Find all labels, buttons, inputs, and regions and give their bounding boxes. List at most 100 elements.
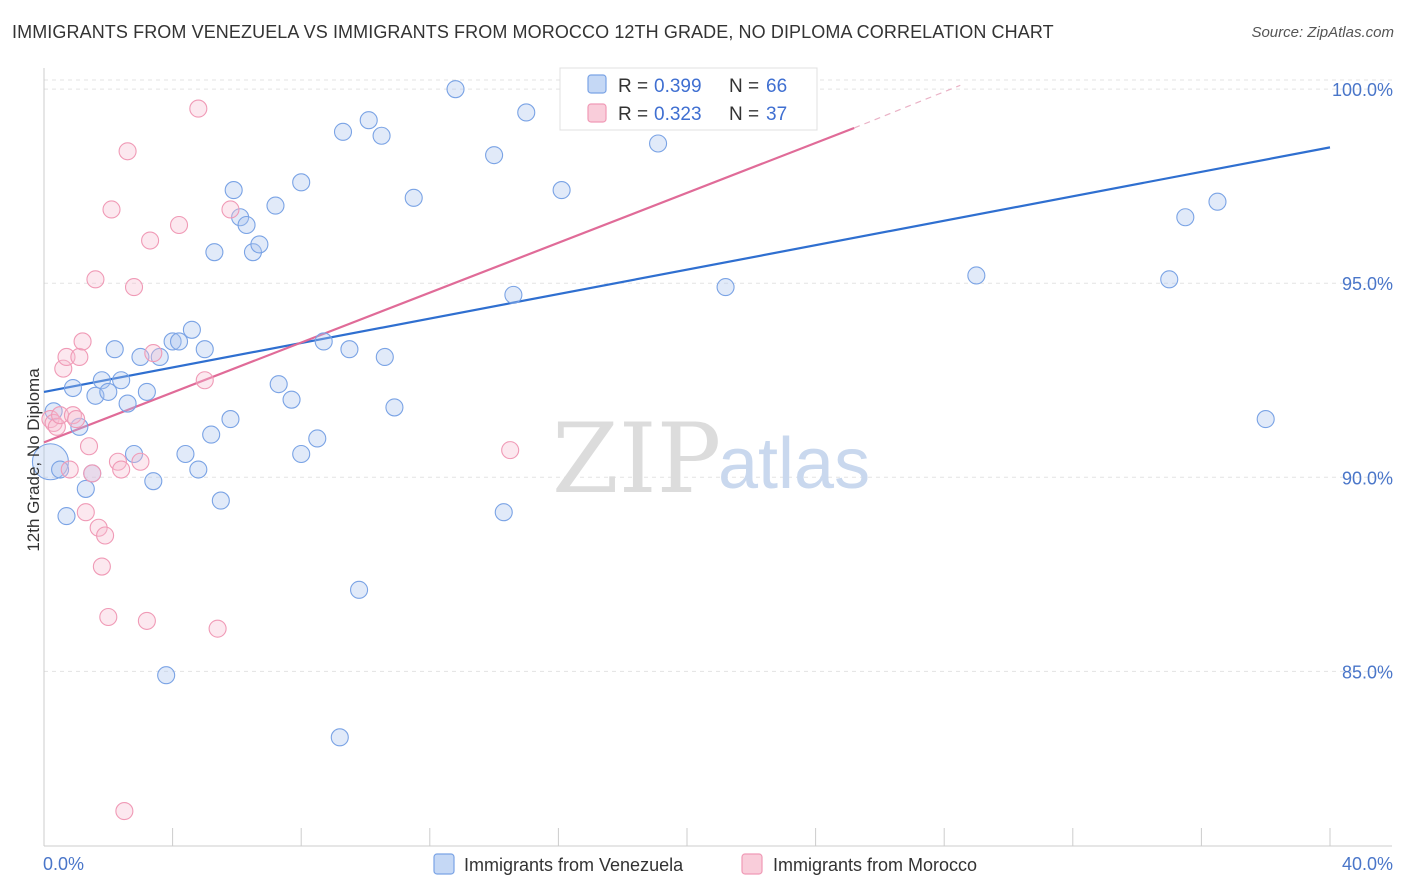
y-tick-label: 100.0% [1332,80,1393,100]
data-point-venezuela [517,103,536,122]
trend-line-venezuela-solid [43,146,1331,393]
legend-r-label-venezuela: R = [618,76,648,97]
bottom-legend-swatch-venezuela [433,853,455,875]
legend-swatch-venezuela [587,74,607,94]
watermark-zip: ZIP [552,403,721,515]
legend-r-label-morocco: R = [618,104,648,125]
data-point-venezuela [504,285,523,304]
data-point-morocco [221,200,240,219]
axes [43,68,1392,847]
data-point-venezuela [118,394,137,413]
data-point-venezuela [282,390,301,409]
trend-line-morocco-solid [43,126,855,444]
series-legend: Immigrants from Venezuela Immigrants fro… [433,853,977,875]
series-morocco [41,99,520,821]
data-point-morocco [83,464,102,483]
trend-line-morocco-dashed [853,84,961,129]
data-point-morocco [67,410,86,429]
data-point-morocco [57,347,76,367]
data-point-morocco [141,231,160,250]
data-point-morocco [195,371,214,390]
data-point-venezuela [385,398,404,417]
data-point-morocco [124,278,144,297]
data-point-venezuela [250,235,269,254]
stats-legend: R = 0.399 N = 66 R = 0.323 N = 37 [559,67,818,131]
watermark-atlas: atlas [718,424,870,504]
data-point-venezuela [375,347,394,367]
data-point-venezuela [92,371,111,390]
data-point-morocco [118,142,137,161]
data-point-venezuela [649,134,668,153]
data-point-morocco [208,619,227,638]
data-point-morocco [112,460,131,479]
legend-r-value-venezuela: 0.399 [654,76,702,97]
data-point-venezuela [967,266,986,285]
data-point-venezuela [195,340,214,359]
data-point-venezuela [237,215,256,235]
grid-lines [44,79,1392,672]
legend-n-value-morocco: 37 [766,104,787,125]
bottom-legend-swatch-morocco [741,853,763,875]
data-point-venezuela [308,429,327,448]
data-point-morocco [189,99,208,118]
data-point-venezuela [76,479,95,498]
y-tick-label: 85.0% [1342,662,1393,682]
data-point-venezuela [99,382,118,401]
data-point-morocco [79,437,99,456]
data-point-morocco [131,452,150,471]
legend-n-label-morocco: N = [729,104,759,125]
data-point-venezuela [221,410,240,429]
data-point-venezuela [224,181,243,200]
data-point-venezuela [51,460,70,479]
data-point-venezuela [330,728,349,747]
x-tick-label-min: 0.0% [43,854,84,874]
data-point-venezuela [372,126,391,145]
data-point-morocco [76,503,95,522]
data-point-morocco [92,557,111,576]
data-point-venezuela [169,332,189,351]
source-credit: Source: ZipAtlas.com [1251,24,1394,41]
data-point-venezuela [202,425,221,444]
data-point-venezuela [137,382,156,401]
data-point-morocco [60,460,79,479]
x-tick-label-max: 40.0% [1342,854,1393,874]
data-point-venezuela [552,181,571,200]
data-point-venezuela [292,173,311,192]
data-point-venezuela [269,375,288,394]
data-point-venezuela [182,320,201,339]
y-tick-label: 95.0% [1342,274,1393,294]
data-point-morocco [169,215,189,235]
data-point-venezuela [1256,410,1275,429]
chart-title: IMMIGRANTS FROM VENEZUELA VS IMMIGRANTS … [12,22,1054,42]
data-point-morocco [96,526,115,545]
legend-swatch-morocco [587,103,607,123]
data-point-morocco [99,607,118,627]
data-point-venezuela [266,196,285,215]
data-point-venezuela [446,80,465,99]
data-point-venezuela [31,443,69,481]
data-point-venezuela [333,122,353,141]
data-point-morocco [144,344,163,363]
y-axis-label: 12th Grade, No Diploma [24,368,43,552]
trend-line-morocco [43,84,961,444]
data-point-venezuela [314,332,333,351]
data-point-venezuela [340,340,359,359]
bottom-legend-label-venezuela: Immigrants from Venezuela [464,855,684,875]
data-point-venezuela [485,146,504,165]
data-point-venezuela [1160,270,1179,289]
bottom-legend-label-morocco: Immigrants from Morocco [773,855,977,875]
data-point-morocco [54,359,73,378]
data-point-morocco [86,270,105,289]
data-point-venezuela [494,503,513,522]
data-point-venezuela [211,491,230,510]
data-point-venezuela [350,580,369,599]
data-point-venezuela [105,340,124,359]
data-point-venezuela [63,378,82,398]
data-point-venezuela [57,507,76,526]
data-point-venezuela [112,371,131,390]
data-point-morocco [47,417,66,436]
data-point-venezuela [176,444,195,464]
data-point-morocco [102,200,121,219]
data-point-morocco [501,441,520,460]
data-point-morocco [137,611,156,630]
